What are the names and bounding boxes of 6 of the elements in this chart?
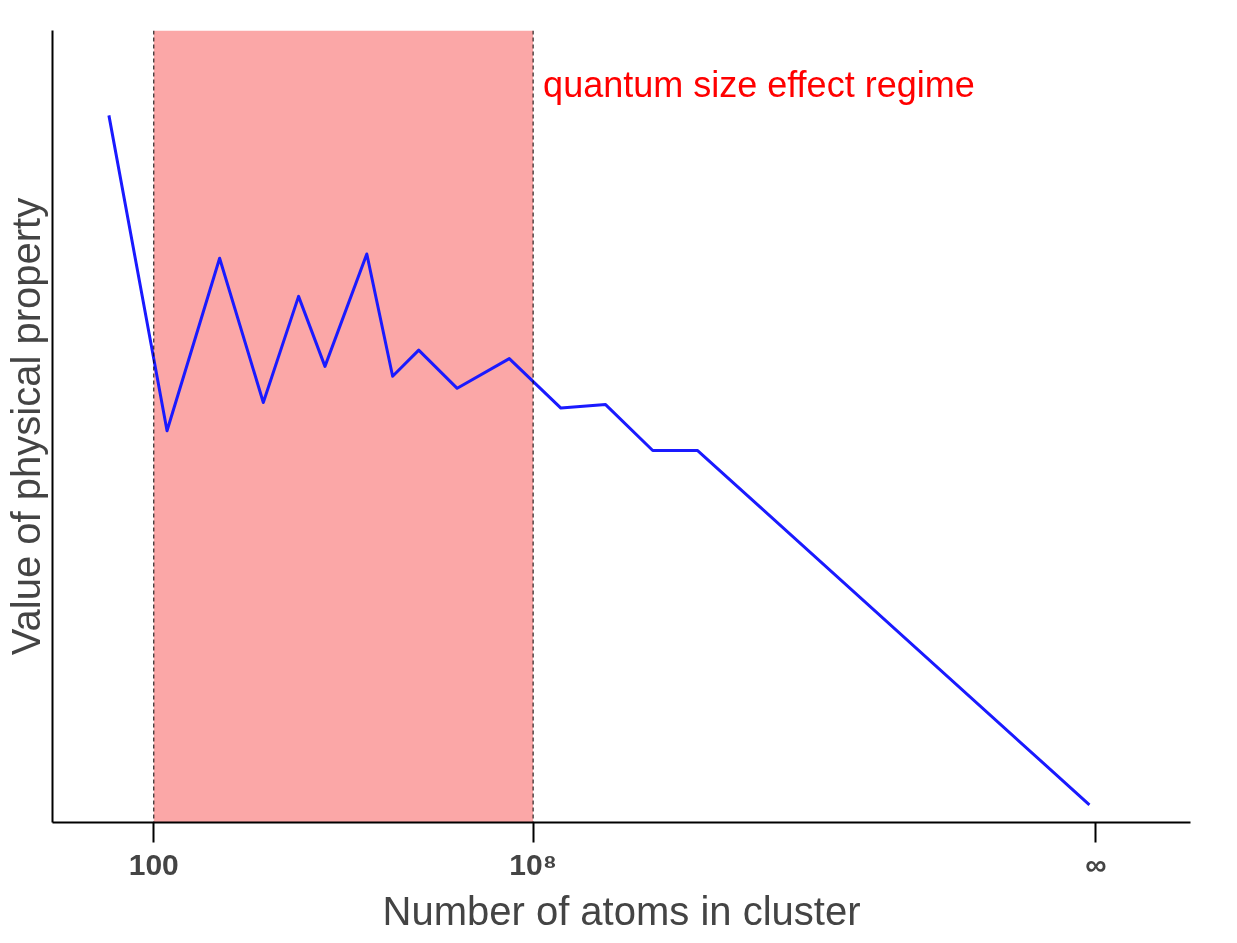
x-tick-label: ∞ (1085, 847, 1107, 881)
y-axis-title: Value of physical property (3, 197, 48, 656)
x-tick-label: 10⁸ (509, 847, 557, 881)
x-axis-title: Number of atoms in cluster (382, 888, 861, 933)
x-tick-label: 100 (128, 847, 179, 881)
band-label: quantum size effect regime (543, 64, 975, 106)
